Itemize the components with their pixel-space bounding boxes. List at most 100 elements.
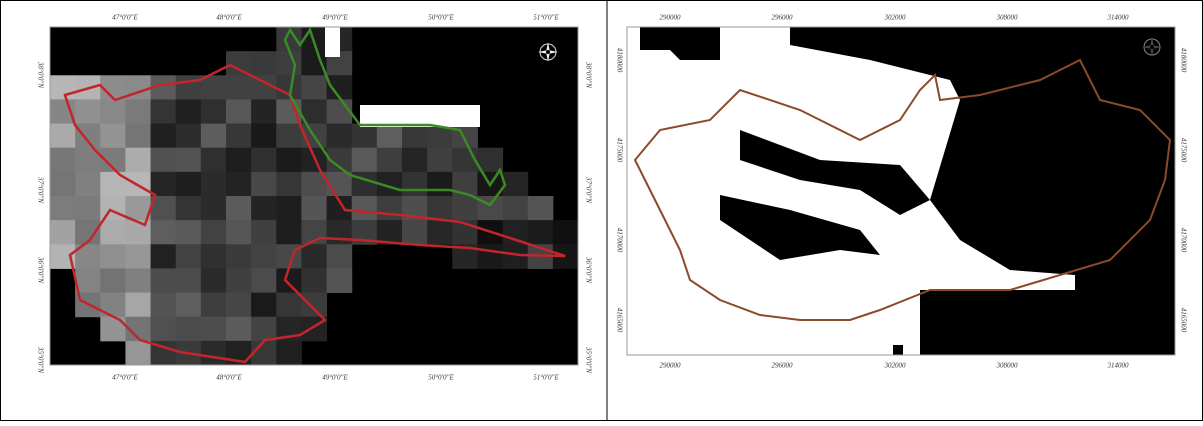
- raster-cell: [301, 293, 327, 318]
- raster-cell: [251, 148, 277, 173]
- raster-cell: [50, 220, 76, 245]
- raster-cell: [427, 220, 453, 245]
- raster-cell: [201, 124, 227, 149]
- y-coordinate-label: 4175000: [615, 138, 623, 163]
- raster-cell: [427, 172, 453, 197]
- raster-cell: [151, 148, 177, 173]
- raster-cell: [251, 196, 277, 221]
- raster-cell: [301, 244, 327, 269]
- raster-cell: [201, 293, 227, 318]
- x-coordinate-label: 49°0'0"E: [322, 14, 348, 22]
- raster-cell: [226, 196, 252, 221]
- raster-cell: [276, 196, 302, 221]
- raster-cell: [176, 293, 202, 318]
- raster-cell: [327, 124, 353, 149]
- x-coordinate-label: 290000: [660, 362, 682, 370]
- raster-cell: [201, 268, 227, 293]
- raster-cell: [201, 317, 227, 342]
- raster-cell: [176, 268, 202, 293]
- raster-cell: [151, 293, 177, 318]
- x-coordinate-label: 308000: [996, 14, 1019, 22]
- raster-cell: [50, 124, 76, 149]
- raster-cell: [50, 172, 76, 197]
- y-coordinate-label: 4165000: [615, 308, 623, 333]
- raster-cell: [125, 244, 151, 269]
- raster-cell: [276, 341, 302, 366]
- raster-cell: [151, 172, 177, 197]
- raster-cell: [100, 124, 126, 149]
- x-coordinate-label: 296000: [772, 14, 794, 22]
- x-coordinate-label: 48°0'0"E: [216, 14, 242, 22]
- raster-cell: [75, 99, 101, 124]
- x-coordinate-label: 49°0'0"E: [322, 374, 348, 382]
- x-coordinate-label: 314000: [1107, 362, 1130, 370]
- raster-cell: [151, 317, 177, 342]
- raster-cell: [452, 196, 478, 221]
- raster-cell: [402, 148, 428, 173]
- x-coordinate-label: 48°0'0"E: [216, 374, 242, 382]
- y-coordinate-label: 4165000: [1179, 308, 1187, 333]
- raster-cell: [125, 293, 151, 318]
- raster-cell: [327, 244, 353, 269]
- raster-cell: [276, 124, 302, 149]
- raster-cell: [201, 244, 227, 269]
- left-map: 47°0'0"E47°0'0"E48°0'0"E48°0'0"E49°0'0"E…: [36, 14, 592, 382]
- raster-cell: [125, 99, 151, 124]
- raster-cell: [352, 148, 378, 173]
- raster-cell: [503, 196, 529, 221]
- raster-cell: [50, 75, 76, 100]
- raster-cell: [201, 196, 227, 221]
- raster-cell: [251, 124, 277, 149]
- raster-cell: [50, 196, 76, 221]
- raster-cell: [402, 172, 428, 197]
- raster-cell: [352, 196, 378, 221]
- y-coordinate-label: 4180000: [1179, 48, 1187, 73]
- y-coordinate-label: 35°0'0"N: [36, 346, 44, 373]
- raster-cell: [553, 220, 579, 245]
- raster-cell: [125, 124, 151, 149]
- raster-cell: [276, 220, 302, 245]
- raster-cell: [503, 220, 529, 245]
- raster-cell: [151, 244, 177, 269]
- raster-cell: [226, 99, 252, 124]
- x-coordinate-label: 51°0'0"E: [533, 14, 559, 22]
- raster-cell: [226, 244, 252, 269]
- raster-cell: [276, 148, 302, 173]
- raster-cell: [226, 317, 252, 342]
- raster-white: [360, 105, 480, 127]
- x-coordinate-label: 290000: [660, 14, 682, 22]
- raster-white: [325, 27, 340, 57]
- raster-cell: [352, 124, 378, 149]
- raster-cell: [251, 341, 277, 366]
- raster-cell: [75, 196, 101, 221]
- raster-cell: [251, 268, 277, 293]
- x-coordinate-label: 47°0'0"E: [112, 374, 138, 382]
- raster-cell: [251, 293, 277, 318]
- raster-cell: [301, 75, 327, 100]
- x-coordinate-label: 314000: [1107, 14, 1130, 22]
- x-coordinate-label: 50°0'0"E: [428, 374, 454, 382]
- raster-cell: [427, 148, 453, 173]
- raster-cell: [176, 317, 202, 342]
- raster-cell: [176, 124, 202, 149]
- raster-cell: [251, 244, 277, 269]
- raster-cell: [251, 220, 277, 245]
- raster-cell: [151, 268, 177, 293]
- raster-cell: [176, 220, 202, 245]
- y-coordinate-label: 4170000: [615, 228, 623, 253]
- raster-cell: [75, 124, 101, 149]
- raster-cell: [226, 51, 252, 76]
- raster-cell: [201, 148, 227, 173]
- raster-cell: [377, 196, 403, 221]
- raster-cell: [276, 293, 302, 318]
- y-coordinate-label: 4175000: [1179, 138, 1187, 163]
- raster-cell: [125, 268, 151, 293]
- figure: 47°0'0"E47°0'0"E48°0'0"E48°0'0"E49°0'0"E…: [0, 0, 1203, 421]
- y-coordinate-label: 37°0'0"N: [36, 176, 44, 203]
- raster-cell: [226, 268, 252, 293]
- raster-cell: [151, 220, 177, 245]
- raster-cell: [201, 220, 227, 245]
- raster-cell: [176, 148, 202, 173]
- raster-cell: [301, 268, 327, 293]
- raster-cell: [327, 268, 353, 293]
